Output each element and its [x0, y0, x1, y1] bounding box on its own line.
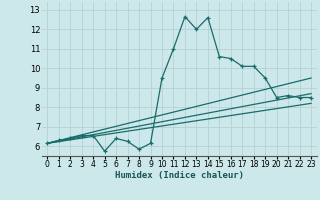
X-axis label: Humidex (Indice chaleur): Humidex (Indice chaleur)	[115, 171, 244, 180]
